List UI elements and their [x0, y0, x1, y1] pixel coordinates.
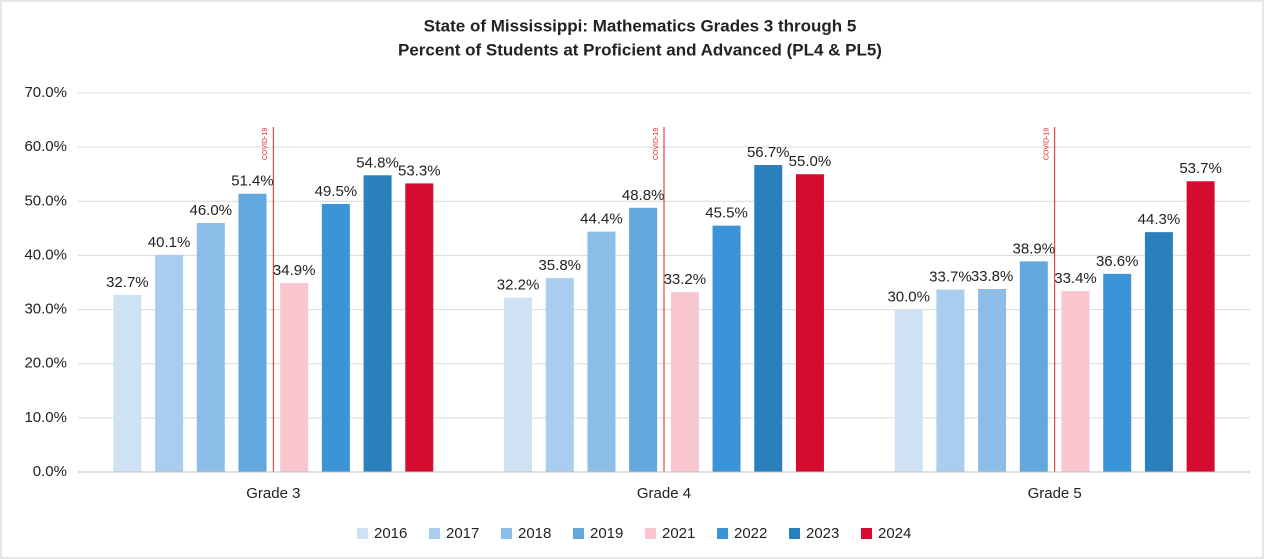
- y-tick-label: 60.0%: [24, 138, 67, 155]
- legend-label: 2022: [734, 525, 767, 542]
- bar: [545, 278, 574, 472]
- data-label: 33.4%: [1054, 270, 1097, 287]
- data-label: 44.4%: [580, 211, 623, 228]
- y-tick-label: 10.0%: [24, 409, 67, 426]
- x-tick-label: Grade 4: [637, 485, 691, 502]
- data-label: 46.0%: [190, 202, 233, 219]
- legend-label: 2024: [878, 525, 911, 542]
- data-label: 55.0%: [789, 153, 832, 170]
- data-label: 56.7%: [747, 144, 790, 161]
- data-label: 36.6%: [1096, 253, 1139, 270]
- bar: [1144, 232, 1173, 472]
- covid-label: COVID-19: [653, 128, 660, 160]
- data-label: 35.8%: [538, 257, 581, 274]
- legend-label: 2018: [518, 525, 551, 542]
- y-tick-label: 70.0%: [24, 84, 67, 101]
- bar: [1103, 273, 1132, 472]
- bar: [629, 207, 658, 473]
- legend-label: 2017: [446, 525, 479, 542]
- data-label: 49.5%: [315, 183, 358, 200]
- legend-label: 2019: [590, 525, 623, 542]
- legend-label: 2021: [662, 525, 695, 542]
- data-label: 53.3%: [398, 162, 441, 179]
- data-label: 38.9%: [1013, 240, 1056, 257]
- bar: [712, 225, 741, 472]
- bar: [670, 292, 699, 472]
- bar: [405, 183, 434, 472]
- y-tick-label: 40.0%: [24, 246, 67, 263]
- data-label: 54.8%: [356, 154, 399, 171]
- data-label: 40.1%: [148, 234, 191, 251]
- data-label: 34.9%: [273, 262, 316, 279]
- bar: [1186, 181, 1215, 472]
- legend-swatch: [717, 528, 728, 539]
- data-label: 53.7%: [1179, 160, 1222, 177]
- data-label: 30.0%: [887, 289, 930, 306]
- data-label: 32.7%: [106, 274, 149, 291]
- legend-label: 2023: [806, 525, 839, 542]
- bar: [754, 165, 783, 472]
- bar: [238, 193, 267, 472]
- bar: [113, 294, 142, 472]
- data-label: 45.5%: [705, 205, 748, 222]
- data-label: 48.8%: [622, 187, 665, 204]
- bar: [321, 203, 350, 472]
- bar: [196, 222, 225, 472]
- legend-swatch: [429, 528, 440, 539]
- y-tick-label: 50.0%: [24, 192, 67, 209]
- legend-swatch: [645, 528, 656, 539]
- bar: [363, 175, 392, 472]
- bar: [978, 288, 1007, 472]
- covid-label: COVID-19: [262, 128, 269, 160]
- y-tick-label: 30.0%: [24, 301, 67, 318]
- legend-swatch: [357, 528, 368, 539]
- bar: [894, 309, 923, 472]
- bar: [280, 283, 309, 472]
- chart-title: State of Mississippi: Mathematics Grades…: [424, 16, 857, 35]
- legend-swatch: [789, 528, 800, 539]
- chart-subtitle: Percent of Students at Proficient and Ad…: [398, 40, 882, 59]
- legend-label: 2016: [374, 525, 407, 542]
- x-tick-label: Grade 3: [246, 485, 300, 502]
- bar: [155, 254, 184, 472]
- bar: [504, 297, 533, 472]
- y-tick-label: 20.0%: [24, 355, 67, 372]
- data-label: 33.8%: [971, 268, 1014, 285]
- data-label: 33.2%: [664, 271, 707, 288]
- data-label: 51.4%: [231, 173, 274, 190]
- data-label: 33.7%: [929, 269, 972, 286]
- bar: [795, 174, 824, 472]
- y-tick-label: 0.0%: [33, 463, 67, 480]
- x-tick-label: Grade 5: [1028, 485, 1082, 502]
- bar: [1061, 291, 1090, 472]
- bar: [1019, 261, 1048, 472]
- data-label: 44.3%: [1138, 211, 1181, 228]
- bar: [936, 289, 965, 472]
- data-label: 32.2%: [497, 277, 540, 294]
- legend-swatch: [573, 528, 584, 539]
- legend-swatch: [501, 528, 512, 539]
- bar: [587, 231, 616, 472]
- legend-swatch: [861, 528, 872, 539]
- covid-label: COVID-19: [1044, 128, 1051, 160]
